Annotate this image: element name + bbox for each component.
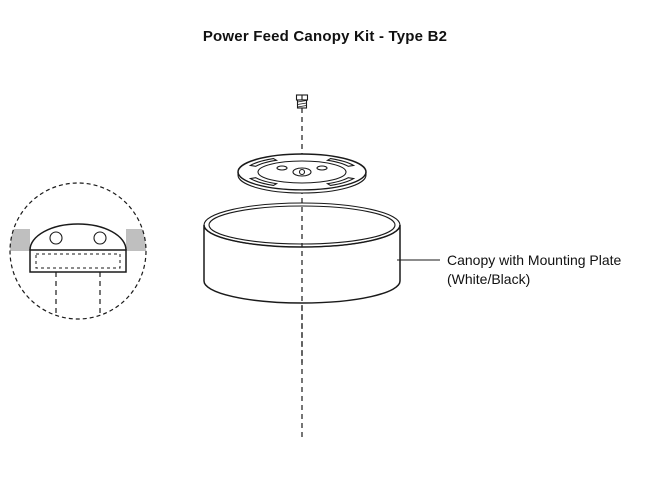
callout-line2: (White/Black) xyxy=(447,270,621,289)
callout-label: Canopy with Mounting Plate (White/Black) xyxy=(447,251,621,289)
callout-line1: Canopy with Mounting Plate xyxy=(447,251,621,270)
